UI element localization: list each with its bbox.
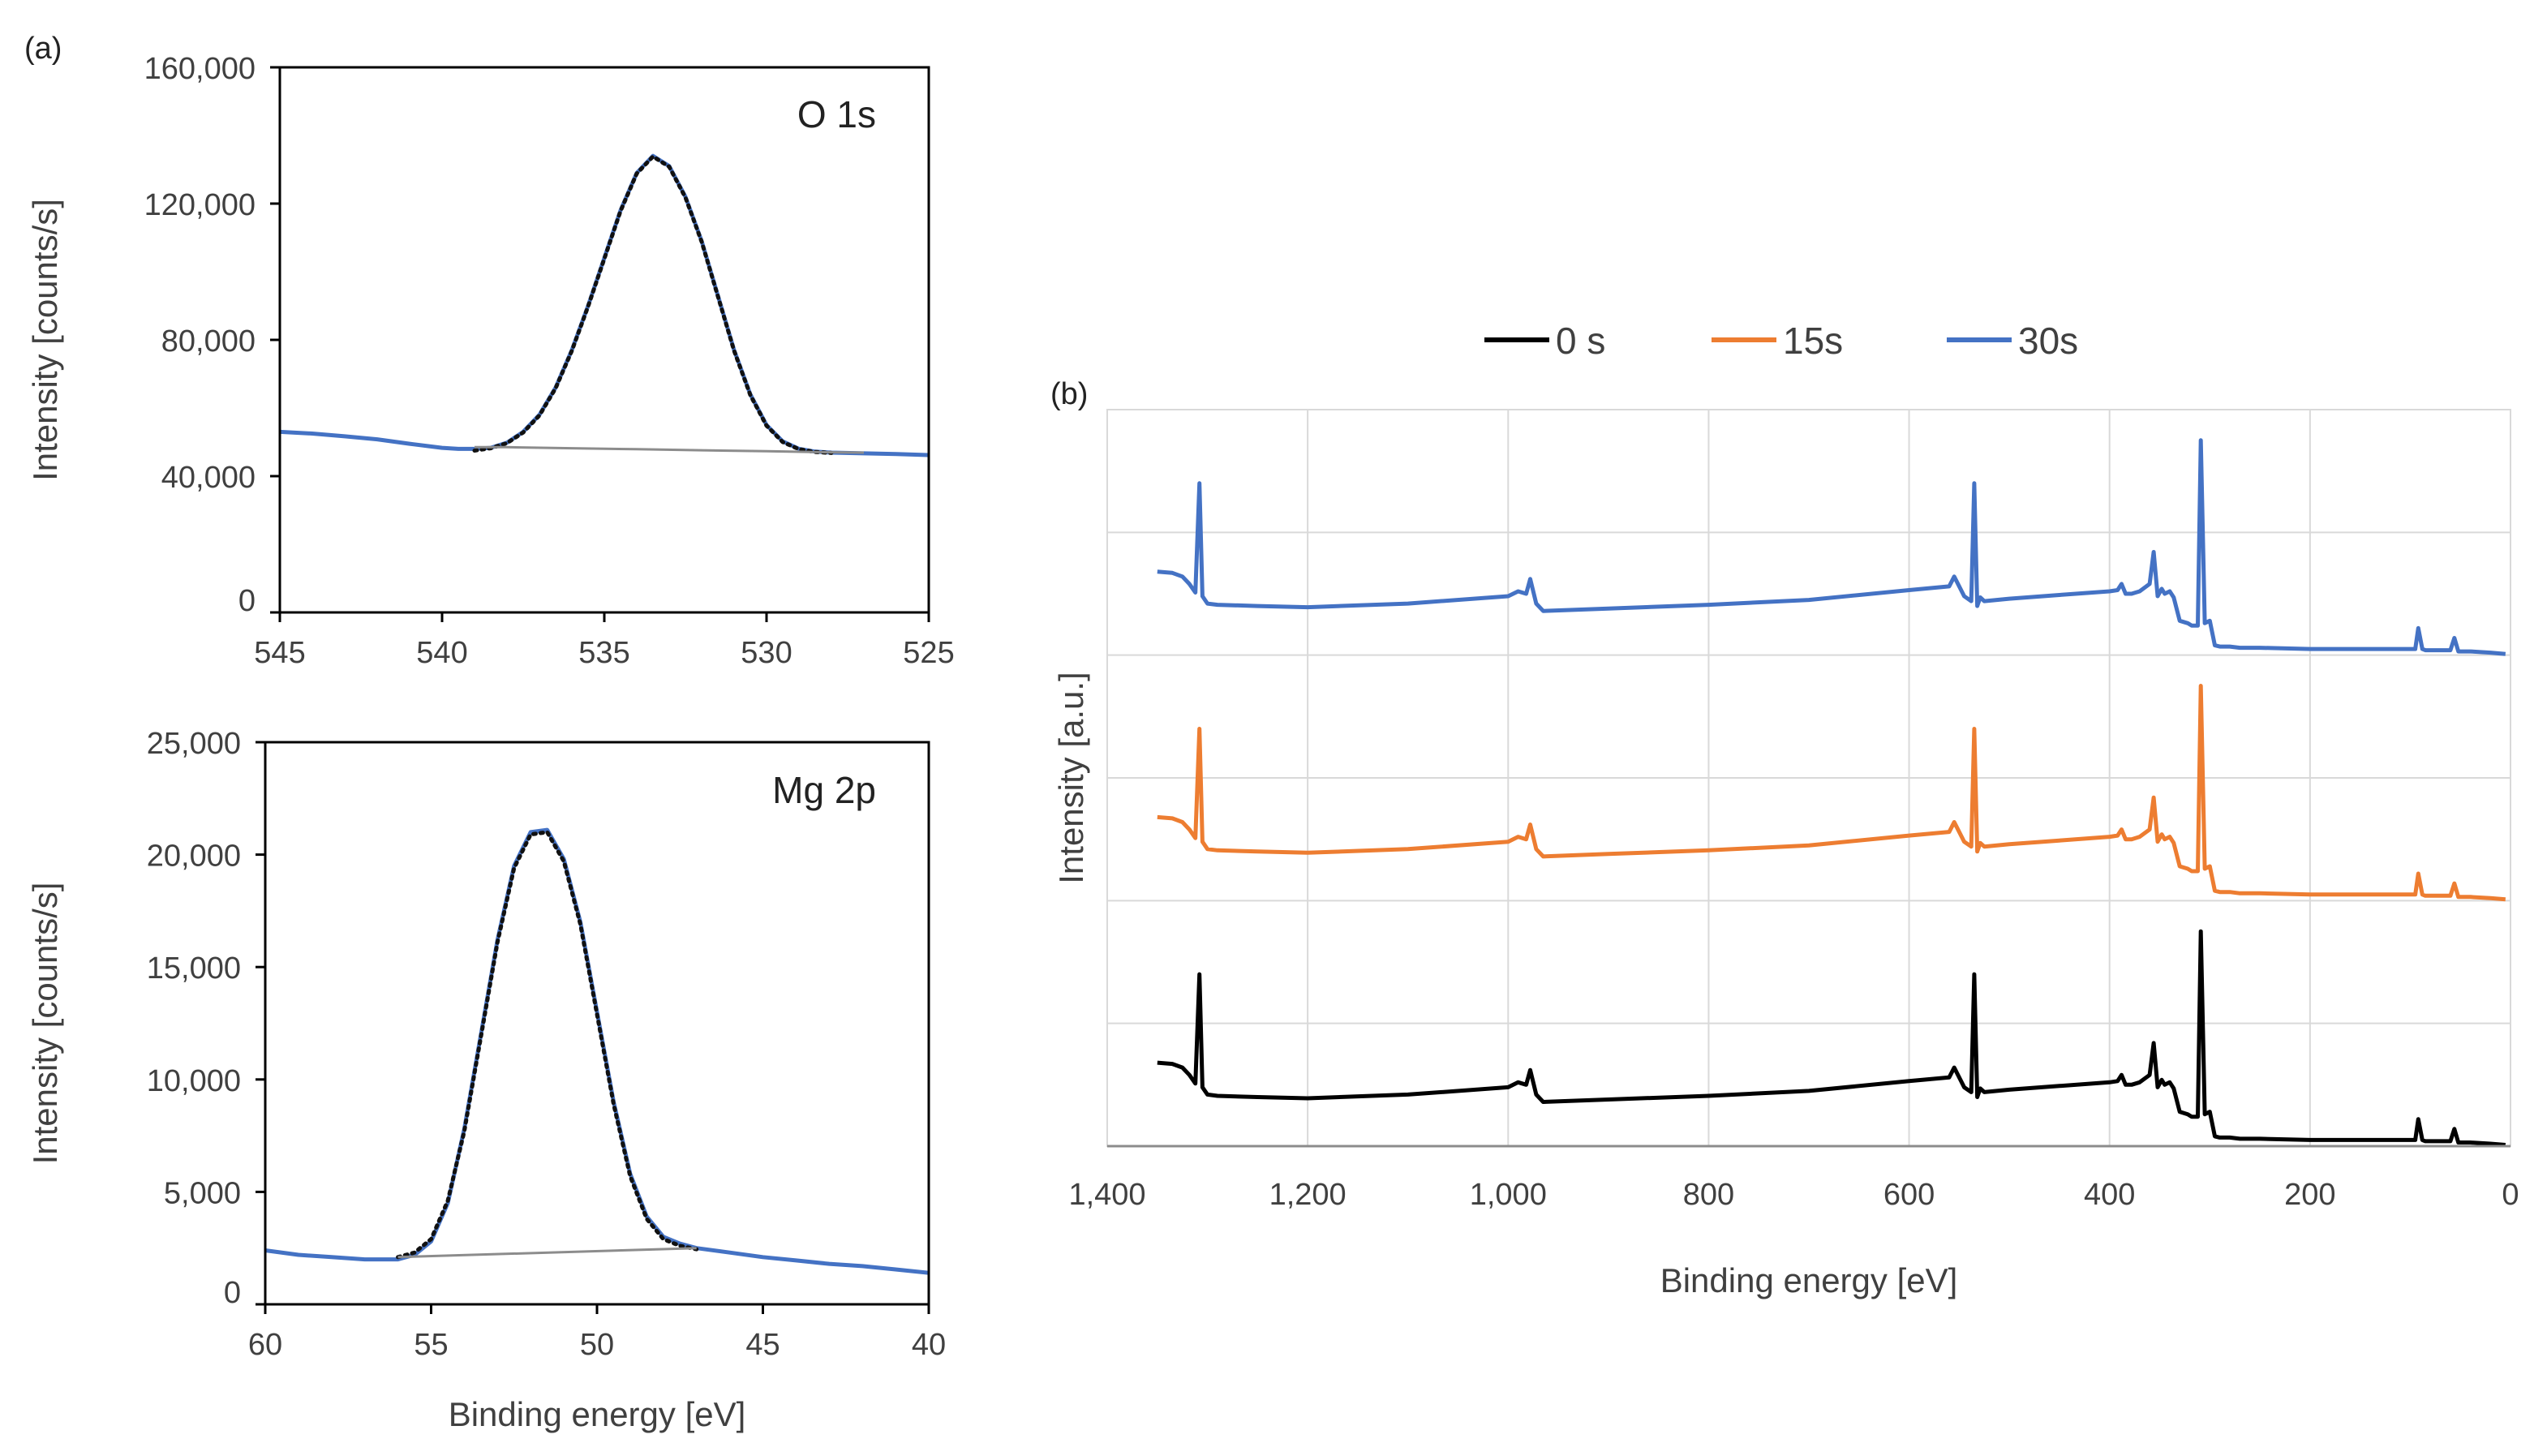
y-tick-label: 160,000 (144, 52, 256, 86)
x-tick-label: 1,000 (1470, 1178, 1547, 1212)
chart-2: 60 55 50 45 40 0 5,000 10,000 15,000 20,000 25,000… (26, 727, 946, 1433)
x-tick-label: 0 (2502, 1178, 2519, 1212)
y-axis-label: Intensity [a.u.] (1052, 672, 1090, 883)
x-tick-label: 60 (248, 1328, 282, 1362)
y-tick-label: 5,000 (164, 1176, 241, 1210)
series-line-background (475, 445, 865, 454)
x-tick-label: 535 (578, 636, 629, 670)
chart-3: 1,400 1,200 1,000 800 600 400 200 0 Intensity [a… (1050, 320, 2519, 1299)
chart-1: 545 540 535 530 525 0 40,000 80,000 120,000 160,0… (24, 32, 955, 670)
y-tick-label: 15,000 (147, 951, 241, 986)
plot-frame (278, 66, 930, 614)
y-axis-label: Intensity [counts/s] (26, 199, 64, 481)
x-tick-label: 800 (1683, 1178, 1734, 1212)
x-tick-label: 45 (745, 1328, 780, 1362)
x-axis-label: Binding energy [eV] (449, 1395, 746, 1433)
y-tick-label: 20,000 (147, 840, 241, 874)
x-tick-label: 1,200 (1269, 1178, 1347, 1212)
y-tick-label: 120,000 (144, 188, 256, 222)
x-tick-label: 530 (741, 636, 792, 670)
x-tick-label: 600 (1883, 1178, 1935, 1212)
gridlines (1106, 409, 2511, 1147)
y-tick-label: 80,000 (161, 324, 256, 359)
legend: 0 s 15s 30s (1484, 320, 2078, 362)
series-line-fit (396, 830, 699, 1260)
x-tick-label: 545 (254, 636, 305, 670)
series-line-measured (264, 827, 930, 1275)
y-axis-label: Intensity [counts/s] (26, 883, 64, 1165)
chart-title: Mg 2p (772, 769, 876, 811)
series-line-measured (279, 153, 930, 457)
y-tick-label: 10,000 (147, 1064, 241, 1098)
y-tick-label: 40,000 (161, 461, 256, 495)
legend-label: 15s (1783, 320, 1843, 362)
series-line-background (397, 1247, 697, 1259)
y-tick-label: 25,000 (147, 727, 241, 761)
x-tick-label: 50 (580, 1328, 614, 1362)
series-line-30s (1157, 438, 2506, 656)
y-tick-label: 0 (224, 1276, 241, 1310)
x-tick-label: 400 (2084, 1178, 2135, 1212)
x-tick-label: 1,400 (1068, 1178, 1145, 1212)
series-line-fit (472, 154, 834, 455)
x-tick-label: 525 (903, 636, 954, 670)
panel-label: (b) (1050, 377, 1088, 411)
x-axis-label: Binding energy [eV] (1660, 1261, 1958, 1299)
y-tick-label: 0 (238, 584, 256, 618)
x-tick-label: 200 (2284, 1178, 2335, 1212)
x-tick-label: 40 (912, 1328, 946, 1362)
x-tick-label: 55 (414, 1328, 448, 1362)
series-line-15s (1157, 684, 2506, 902)
legend-label: 30s (2018, 320, 2078, 362)
series-line-0-s (1157, 929, 2506, 1147)
x-tick-label: 540 (416, 636, 467, 670)
legend-label: 0 s (1556, 320, 1605, 362)
panel-label: (a) (24, 32, 62, 66)
chart-title: O 1s (797, 93, 876, 135)
